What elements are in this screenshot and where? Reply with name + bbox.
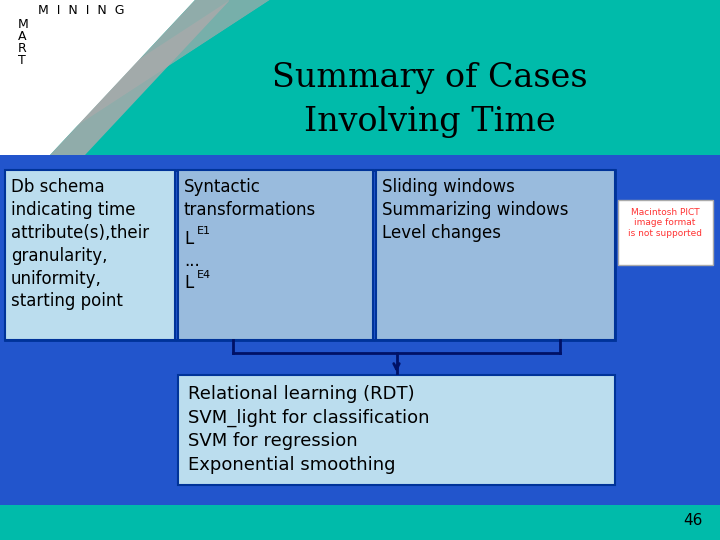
- Polygon shape: [0, 0, 195, 155]
- Text: T: T: [18, 53, 26, 66]
- Polygon shape: [40, 0, 720, 150]
- Bar: [618, 200, 713, 265]
- Bar: [178, 170, 373, 340]
- Bar: [0, 0, 720, 155]
- Text: R: R: [18, 42, 27, 55]
- Polygon shape: [50, 0, 230, 155]
- Text: E1: E1: [197, 226, 211, 236]
- Text: ...: ...: [184, 252, 199, 270]
- Polygon shape: [0, 0, 200, 155]
- Bar: [0, 0, 720, 150]
- Bar: [5, 170, 615, 340]
- Text: Syntactic
transformations: Syntactic transformations: [184, 178, 316, 219]
- Bar: [130, 0, 720, 155]
- Bar: [376, 170, 615, 340]
- Text: Macintosh PICT
image format
is not supported: Macintosh PICT image format is not suppo…: [628, 208, 702, 238]
- Text: Db schema
indicating time
attribute(s),their
granularity,
uniformity,
starting p: Db schema indicating time attribute(s),t…: [11, 178, 149, 310]
- Text: L: L: [184, 230, 193, 248]
- Text: A: A: [18, 30, 27, 43]
- Text: Sliding windows
Summarizing windows
Level changes: Sliding windows Summarizing windows Leve…: [382, 178, 569, 242]
- Bar: [0, 0, 720, 155]
- Text: 46: 46: [683, 513, 703, 528]
- Text: Relational learning (RDT)
SVM_light for classification
SVM for regression
Expone: Relational learning (RDT) SVM_light for …: [188, 385, 430, 474]
- Bar: [178, 375, 615, 485]
- Bar: [5, 170, 175, 340]
- Text: Summary of Cases: Summary of Cases: [272, 62, 588, 94]
- Bar: [0, 155, 720, 505]
- Polygon shape: [0, 0, 270, 150]
- Text: M: M: [18, 17, 29, 30]
- Bar: [0, 505, 720, 540]
- Text: L: L: [184, 274, 193, 292]
- Text: Involving Time: Involving Time: [304, 106, 556, 138]
- Text: E4: E4: [197, 270, 211, 280]
- Text: M  I  N  I  N  G: M I N I N G: [38, 3, 125, 17]
